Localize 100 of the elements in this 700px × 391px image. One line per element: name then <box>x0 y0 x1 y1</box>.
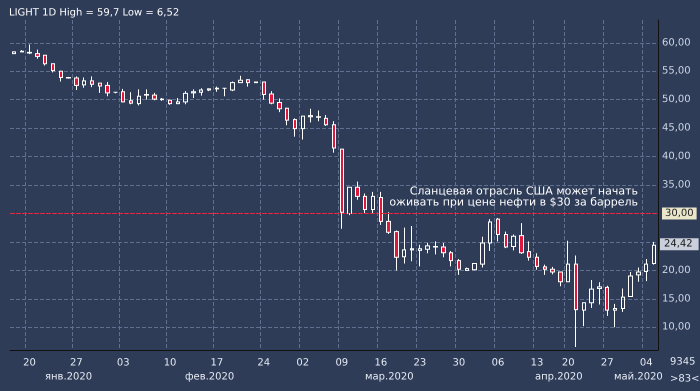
candlestick <box>152 92 157 101</box>
y-tick-label: 40,00 <box>662 151 691 162</box>
candlestick <box>558 270 563 287</box>
candlestick <box>457 258 461 276</box>
candlestick <box>215 86 219 92</box>
candlestick <box>582 302 586 327</box>
candlestick <box>379 191 383 226</box>
candlestick <box>238 75 243 84</box>
x-tick-label: 27 <box>600 358 614 368</box>
candlestick <box>636 267 641 282</box>
candlestick <box>74 76 79 90</box>
text: апр.2020 <box>535 372 583 382</box>
candlestick <box>129 92 133 105</box>
candlestick <box>176 97 180 105</box>
candlestick <box>597 282 602 305</box>
candlestick <box>82 76 86 88</box>
candlestick <box>394 230 399 271</box>
candlestick <box>519 222 524 254</box>
y-tick-label: 20,00 <box>662 264 691 276</box>
text: 9345 <box>670 356 696 368</box>
x-tick-label: 20 <box>562 358 575 368</box>
candlestick <box>340 148 344 230</box>
candlestick <box>27 44 32 55</box>
annotation: 24,42 <box>664 238 693 250</box>
candlestick <box>363 193 367 215</box>
x-tick-label: 24 <box>257 358 270 368</box>
candlestick <box>550 266 555 275</box>
candlestick <box>277 98 282 113</box>
text: фев.2020 <box>185 372 234 382</box>
y-tick-label: 55,00 <box>662 66 691 77</box>
candlestick <box>652 241 656 266</box>
candlestick <box>246 78 250 88</box>
y-tick-label: 15,00 <box>662 293 691 304</box>
candlestick <box>621 288 625 312</box>
y-tick-label: 10,00 <box>662 322 691 333</box>
x-tick-label: 04 <box>640 358 653 368</box>
candlestick <box>425 242 430 254</box>
candlestick <box>527 240 531 262</box>
candlestick <box>418 244 422 267</box>
y-tick-label: 30,00 <box>665 208 694 219</box>
candlestick <box>324 114 328 126</box>
x-tick-label: 27 <box>70 358 83 368</box>
candlestick <box>628 272 633 298</box>
candlestick <box>613 303 617 328</box>
candlestick <box>449 250 453 267</box>
x-tick-label: 20 <box>23 358 36 368</box>
candlestick <box>262 80 266 100</box>
candlestick <box>51 63 55 73</box>
x-tick-label: 17 <box>210 358 224 368</box>
candlestick <box>168 99 172 106</box>
candlestick <box>137 88 141 106</box>
candlestick <box>230 80 235 92</box>
ref-line-label: Сланцевая отрасль США может начать оживать при цене нефти в $30 за баррель <box>389 184 638 208</box>
candlestick <box>285 107 289 126</box>
x-tick-label: 10 <box>164 358 176 368</box>
candlestick <box>269 90 274 105</box>
x-tick-label: 16 <box>374 358 388 368</box>
candlestick <box>301 115 305 140</box>
candlestick <box>332 120 336 154</box>
candlestick <box>441 242 446 258</box>
candlestick <box>566 240 570 282</box>
candlestick <box>183 90 188 105</box>
y-tick-label: 60,00 <box>662 37 691 48</box>
x-tick-label: 09 <box>335 358 348 368</box>
candlestick <box>222 87 227 97</box>
candlestick <box>199 88 203 96</box>
candlestick <box>488 218 492 252</box>
candlestick <box>207 88 211 92</box>
candlestick <box>472 262 477 271</box>
candlestick <box>402 227 406 264</box>
candlestick <box>293 118 297 138</box>
candlestick <box>355 181 360 200</box>
candlestick <box>480 236 485 268</box>
text: янв.2020 <box>45 372 92 382</box>
candlestick <box>644 258 648 282</box>
candlestick <box>316 110 321 122</box>
x-tick-label: 13 <box>530 358 544 368</box>
candlestick <box>465 267 469 272</box>
candlestick <box>589 280 594 308</box>
text: >83< <box>670 374 700 384</box>
candlestick <box>574 255 578 348</box>
candlestick <box>386 212 391 234</box>
text: мар.2020 <box>365 372 414 382</box>
chart-title: LIGHT 1D High = 59,7 Low = 6,52 <box>9 8 180 18</box>
candlestick <box>113 91 118 94</box>
x-tick-label: 23 <box>414 358 426 368</box>
candlestick <box>144 88 149 100</box>
x-tick-label: 02 <box>296 358 310 368</box>
candlestick <box>504 231 508 249</box>
candlestick <box>105 82 110 97</box>
candlestick <box>308 108 313 123</box>
candlestick <box>496 218 500 242</box>
candlestick <box>347 186 352 216</box>
candlestick <box>43 54 47 66</box>
candlestick <box>66 76 71 80</box>
candlestick <box>605 285 609 316</box>
y-tick-label: 35,00 <box>662 180 691 190</box>
candlestick <box>511 234 516 251</box>
candlestick <box>535 252 539 270</box>
candlestick <box>12 50 16 55</box>
